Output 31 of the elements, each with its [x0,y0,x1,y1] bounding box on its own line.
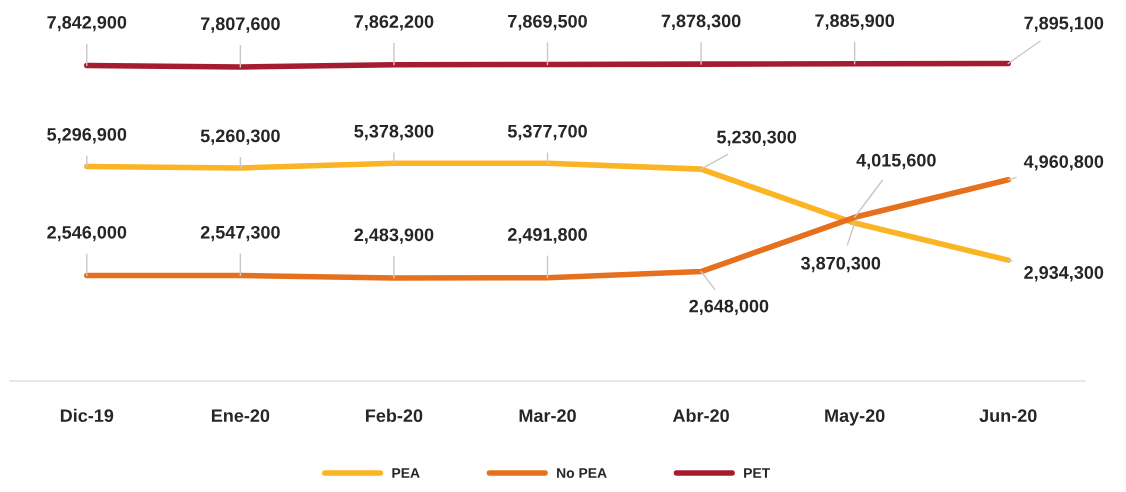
x-tick-label: Abr-20 [672,408,729,423]
data-label: 7,869,500 [508,14,587,31]
data-label: 5,230,300 [717,130,797,147]
data-label: 4,015,600 [856,153,936,170]
data-label: 2,483,900 [354,228,434,244]
data-label: 3,870,300 [801,256,881,273]
data-label: 7,885,900 [815,14,895,30]
data-label: 5,296,900 [47,127,127,144]
data-label: 2,547,300 [200,225,280,242]
data-label: 7,807,600 [200,17,280,33]
data-label: 2,934,300 [1024,266,1104,282]
legend-label: PEA [392,468,420,478]
data-label: 5,377,700 [507,124,587,141]
x-tick-label: Ene-20 [211,409,270,423]
data-label: 7,842,900 [47,15,127,32]
data-label: 5,260,300 [200,129,280,145]
data-label: 5,378,300 [354,124,434,141]
x-tick-label: Mar-20 [519,409,576,423]
data-label: 4,960,800 [1023,155,1104,171]
x-tick-label: Dic-19 [60,408,114,423]
legend-label: No PEA [557,468,607,478]
legend-label: PET [744,468,771,478]
x-tick-label: Feb-20 [366,408,423,423]
data-label: 2,491,800 [507,228,587,244]
x-tick-label: Jun-20 [979,409,1037,423]
data-label: 7,895,100 [1024,16,1104,33]
data-label: 2,648,000 [689,299,769,316]
data-label: 7,862,200 [354,15,434,31]
data-label: 2,546,000 [47,225,127,242]
x-tick-label: May-20 [825,409,885,426]
data-label: 7,878,300 [661,14,741,30]
